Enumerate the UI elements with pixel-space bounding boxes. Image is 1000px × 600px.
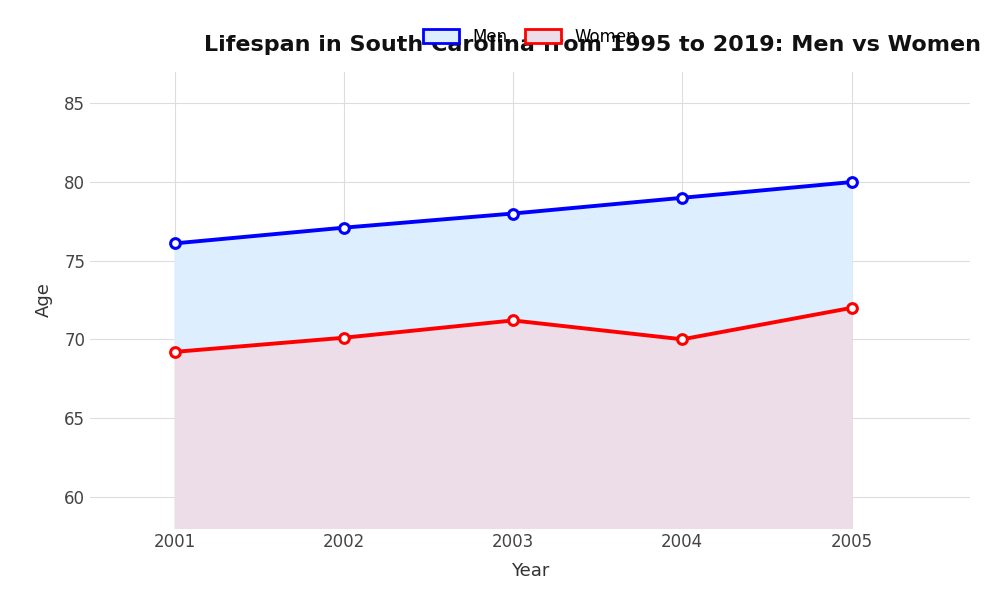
Y-axis label: Age: Age (35, 283, 53, 317)
Text: Lifespan in South Carolina from 1995 to 2019: Men vs Women: Lifespan in South Carolina from 1995 to … (204, 35, 981, 55)
X-axis label: Year: Year (511, 562, 549, 580)
Legend: Men, Women: Men, Women (416, 21, 644, 52)
